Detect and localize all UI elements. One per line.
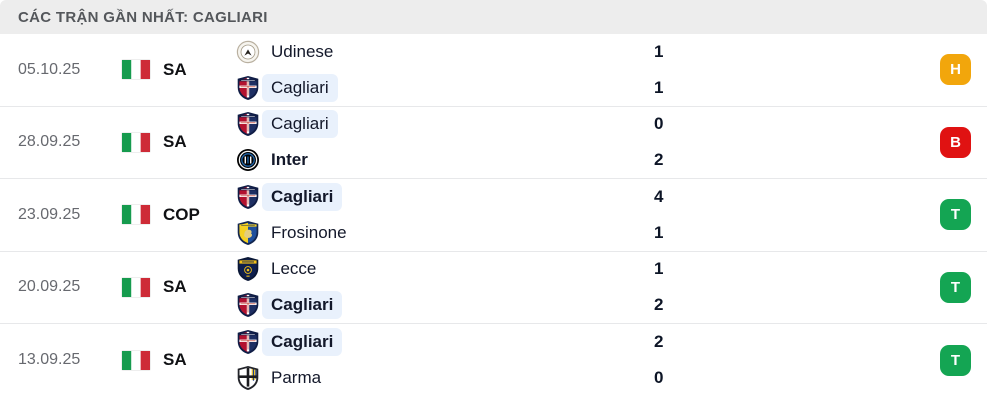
match-date: 20.09.25: [18, 278, 81, 296]
team-score: 2: [654, 295, 664, 315]
result-badge: T: [940, 199, 971, 231]
team-score: 1: [654, 41, 664, 61]
match-row[interactable]: 13.09.25 SA Cagliari 2 Parma 0 T: [0, 324, 987, 397]
match-row[interactable]: 23.09.25 COP Cagliari 4 Frosinone 1 T: [0, 179, 987, 252]
team-line: Lecce 1: [236, 252, 940, 287]
teams-block: Cagliari 4 Frosinone 1: [236, 179, 940, 250]
match-date: 05.10.25: [18, 60, 81, 78]
team-name[interactable]: Cagliari: [262, 110, 338, 139]
team-line: Parma 0: [236, 361, 940, 396]
team-name[interactable]: Parma: [271, 368, 322, 388]
cagliari-logo-icon: [236, 111, 260, 137]
competition-code: SA: [163, 350, 187, 370]
team-name[interactable]: Cagliari: [262, 328, 343, 357]
result-badge: T: [940, 271, 971, 303]
inter-logo-icon: [236, 147, 260, 173]
cagliari-logo-icon: [236, 292, 260, 318]
parma-logo-icon: [236, 365, 260, 391]
country-flag-cell: [122, 277, 163, 297]
team-score: 2: [654, 332, 664, 352]
team-name[interactable]: Frosinone: [271, 222, 347, 242]
team-name[interactable]: Cagliari: [262, 291, 343, 320]
italy-flag-icon: [122, 132, 150, 152]
match-row[interactable]: 20.09.25 SA Lecce 1 Cagliari 2 T: [0, 252, 987, 324]
team-score: 2: [654, 150, 664, 170]
team-name[interactable]: Cagliari: [262, 73, 338, 102]
competition-code: SA: [163, 59, 187, 79]
teams-block: Cagliari 2 Parma 0: [236, 325, 940, 396]
frosinone-logo-icon: [236, 220, 260, 246]
match-date: 23.09.25: [18, 205, 81, 223]
team-line: Cagliari 2: [236, 288, 940, 323]
team-line: Cagliari 0: [236, 107, 940, 142]
competition-code: SA: [163, 277, 187, 297]
cagliari-logo-icon: [236, 75, 260, 101]
team-line: Cagliari 2: [236, 325, 940, 360]
result-badge: T: [940, 344, 971, 376]
teams-block: Udinese 1 Cagliari 1: [236, 34, 940, 105]
country-flag-cell: [122, 205, 163, 225]
team-line: Inter 2: [236, 143, 940, 178]
team-score: 1: [654, 259, 664, 279]
result-badge: B: [940, 126, 971, 158]
match-row[interactable]: 28.09.25 SA Cagliari 0 Inter 2 B: [0, 107, 987, 179]
team-score: 1: [654, 222, 664, 242]
italy-flag-icon: [122, 350, 150, 370]
teams-block: Lecce 1 Cagliari 2: [236, 252, 940, 323]
cagliari-logo-icon: [236, 329, 260, 355]
teams-block: Cagliari 0 Inter 2: [236, 107, 940, 178]
country-flag-cell: [122, 350, 163, 370]
team-line: Udinese 1: [236, 34, 940, 69]
team-score: 4: [654, 186, 664, 206]
italy-flag-icon: [122, 205, 150, 225]
team-name[interactable]: Inter: [271, 150, 308, 170]
competition-code: SA: [163, 132, 187, 152]
team-line: Frosinone 1: [236, 215, 940, 250]
lecce-logo-icon: [236, 256, 260, 282]
italy-flag-icon: [122, 277, 150, 297]
team-name[interactable]: Lecce: [271, 259, 317, 279]
team-score: 0: [654, 114, 664, 134]
team-line: Cagliari 4: [236, 179, 940, 214]
team-score: 1: [654, 77, 664, 97]
italy-flag-icon: [122, 60, 150, 80]
result-badge: H: [940, 54, 971, 86]
country-flag-cell: [122, 60, 163, 80]
competition-code: COP: [163, 204, 200, 224]
match-date: 28.09.25: [18, 133, 81, 151]
udinese-logo-icon: [236, 39, 260, 65]
widget-title: CÁC TRẬN GẦN NHẤT: CAGLIARI: [18, 8, 268, 26]
country-flag-cell: [122, 132, 163, 152]
team-score: 0: [654, 368, 664, 388]
match-date: 13.09.25: [18, 351, 81, 369]
widget-header: CÁC TRẬN GẦN NHẤT: CAGLIARI: [0, 0, 987, 34]
team-line: Cagliari 1: [236, 70, 940, 105]
cagliari-logo-icon: [236, 184, 260, 210]
team-name[interactable]: Cagliari: [262, 182, 343, 211]
team-name[interactable]: Udinese: [271, 41, 334, 61]
match-row[interactable]: 05.10.25 SA Udinese 1 Cagliari 1 H: [0, 34, 987, 107]
